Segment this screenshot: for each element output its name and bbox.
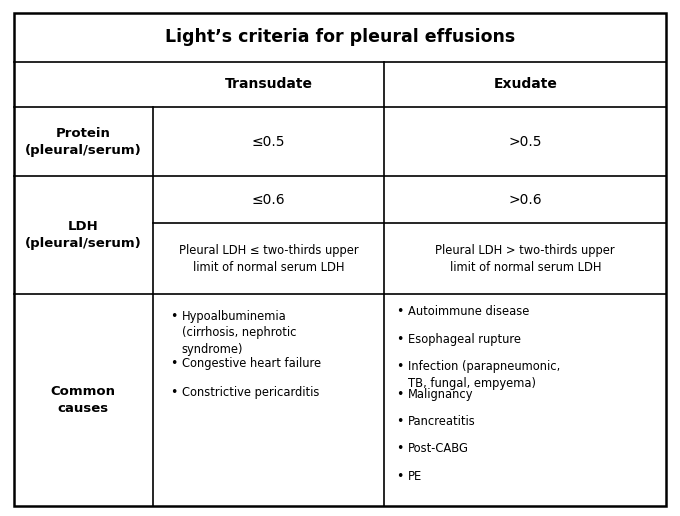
Text: Light’s criteria for pleural effusions: Light’s criteria for pleural effusions: [165, 28, 515, 46]
Text: •: •: [396, 305, 404, 318]
Text: •: •: [396, 415, 404, 428]
Text: Hypoalbuminemia
(cirrhosis, nephrotic
syndrome): Hypoalbuminemia (cirrhosis, nephrotic sy…: [182, 310, 296, 356]
Text: •: •: [396, 470, 404, 482]
Text: Exudate: Exudate: [494, 77, 557, 91]
Text: Protein
(pleural/serum): Protein (pleural/serum): [25, 126, 141, 157]
Text: PE: PE: [408, 470, 422, 482]
Text: Congestive heart failure: Congestive heart failure: [182, 357, 321, 370]
Text: >0.5: >0.5: [509, 135, 542, 149]
Text: •: •: [396, 442, 404, 455]
Text: Pleural LDH > two-thirds upper
limit of normal serum LDH: Pleural LDH > two-thirds upper limit of …: [435, 244, 615, 273]
Text: Malignancy: Malignancy: [408, 388, 473, 400]
Text: Post-CABG: Post-CABG: [408, 442, 469, 455]
Text: Constrictive pericarditis: Constrictive pericarditis: [182, 386, 319, 399]
Text: LDH
(pleural/serum): LDH (pleural/serum): [25, 220, 141, 250]
Text: Pancreatitis: Pancreatitis: [408, 415, 476, 428]
Text: Common
causes: Common causes: [51, 385, 116, 415]
Text: ≤0.6: ≤0.6: [252, 192, 286, 207]
Text: Pleural LDH ≤ two-thirds upper
limit of normal serum LDH: Pleural LDH ≤ two-thirds upper limit of …: [179, 244, 358, 273]
Text: •: •: [170, 310, 177, 322]
Text: >0.6: >0.6: [509, 192, 542, 207]
Text: Transudate: Transudate: [224, 77, 313, 91]
Text: •: •: [396, 360, 404, 373]
Text: •: •: [170, 386, 177, 399]
Text: •: •: [170, 357, 177, 370]
Text: Infection (parapneumonic,
TB, fungal, empyema): Infection (parapneumonic, TB, fungal, em…: [408, 360, 560, 390]
Text: ≤0.5: ≤0.5: [252, 135, 286, 149]
Text: Esophageal rupture: Esophageal rupture: [408, 333, 521, 346]
Text: •: •: [396, 388, 404, 400]
Text: •: •: [396, 333, 404, 346]
FancyBboxPatch shape: [14, 13, 666, 506]
Text: Autoimmune disease: Autoimmune disease: [408, 305, 529, 318]
